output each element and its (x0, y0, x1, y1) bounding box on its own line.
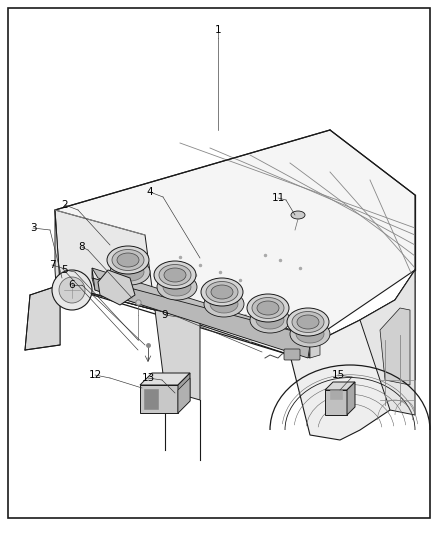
Ellipse shape (296, 325, 324, 343)
Polygon shape (290, 270, 415, 440)
Text: 11: 11 (272, 193, 285, 203)
Polygon shape (360, 270, 415, 415)
Ellipse shape (287, 308, 329, 336)
Polygon shape (98, 270, 135, 305)
Polygon shape (165, 280, 185, 293)
Polygon shape (25, 285, 60, 350)
Ellipse shape (257, 301, 279, 315)
Text: 1: 1 (215, 25, 221, 35)
FancyBboxPatch shape (284, 349, 300, 360)
Polygon shape (155, 310, 200, 400)
Text: 8: 8 (79, 242, 85, 252)
Ellipse shape (210, 295, 238, 313)
Ellipse shape (157, 274, 197, 300)
Text: 5: 5 (62, 265, 68, 275)
Ellipse shape (112, 249, 144, 271)
Polygon shape (92, 268, 310, 345)
Text: 13: 13 (141, 373, 155, 383)
Circle shape (52, 270, 92, 310)
Ellipse shape (116, 263, 144, 281)
Text: 15: 15 (332, 370, 345, 380)
Polygon shape (55, 210, 60, 345)
Polygon shape (140, 385, 178, 413)
Ellipse shape (110, 259, 150, 285)
Polygon shape (178, 373, 190, 413)
Ellipse shape (154, 261, 196, 289)
Ellipse shape (297, 315, 319, 329)
Ellipse shape (250, 307, 290, 333)
Circle shape (59, 277, 85, 303)
Polygon shape (92, 278, 310, 358)
Polygon shape (55, 210, 155, 310)
Ellipse shape (252, 297, 284, 319)
Text: 2: 2 (62, 200, 68, 210)
Polygon shape (212, 297, 232, 310)
Polygon shape (144, 389, 158, 409)
Polygon shape (308, 332, 320, 358)
Polygon shape (380, 308, 410, 385)
Ellipse shape (291, 211, 305, 219)
Ellipse shape (204, 291, 244, 317)
Ellipse shape (164, 268, 186, 282)
Polygon shape (325, 382, 355, 390)
Polygon shape (92, 268, 310, 358)
Polygon shape (258, 313, 278, 326)
Ellipse shape (201, 278, 243, 306)
Polygon shape (178, 378, 190, 413)
Text: 4: 4 (147, 187, 153, 197)
Ellipse shape (247, 294, 289, 322)
Polygon shape (298, 327, 318, 340)
Ellipse shape (159, 264, 191, 286)
Ellipse shape (206, 281, 238, 303)
Ellipse shape (292, 311, 324, 333)
Polygon shape (347, 382, 355, 415)
Ellipse shape (163, 278, 191, 296)
Polygon shape (325, 390, 347, 415)
Text: 12: 12 (88, 370, 102, 380)
Text: 7: 7 (49, 260, 55, 270)
Ellipse shape (107, 246, 149, 274)
Polygon shape (118, 265, 138, 278)
Text: 9: 9 (162, 310, 168, 320)
Polygon shape (140, 373, 190, 385)
Text: 3: 3 (30, 223, 36, 233)
Ellipse shape (290, 321, 330, 347)
Ellipse shape (117, 253, 139, 267)
Text: 6: 6 (69, 280, 75, 290)
Ellipse shape (256, 311, 284, 329)
Polygon shape (330, 390, 342, 399)
Ellipse shape (211, 285, 233, 299)
Polygon shape (55, 130, 415, 355)
